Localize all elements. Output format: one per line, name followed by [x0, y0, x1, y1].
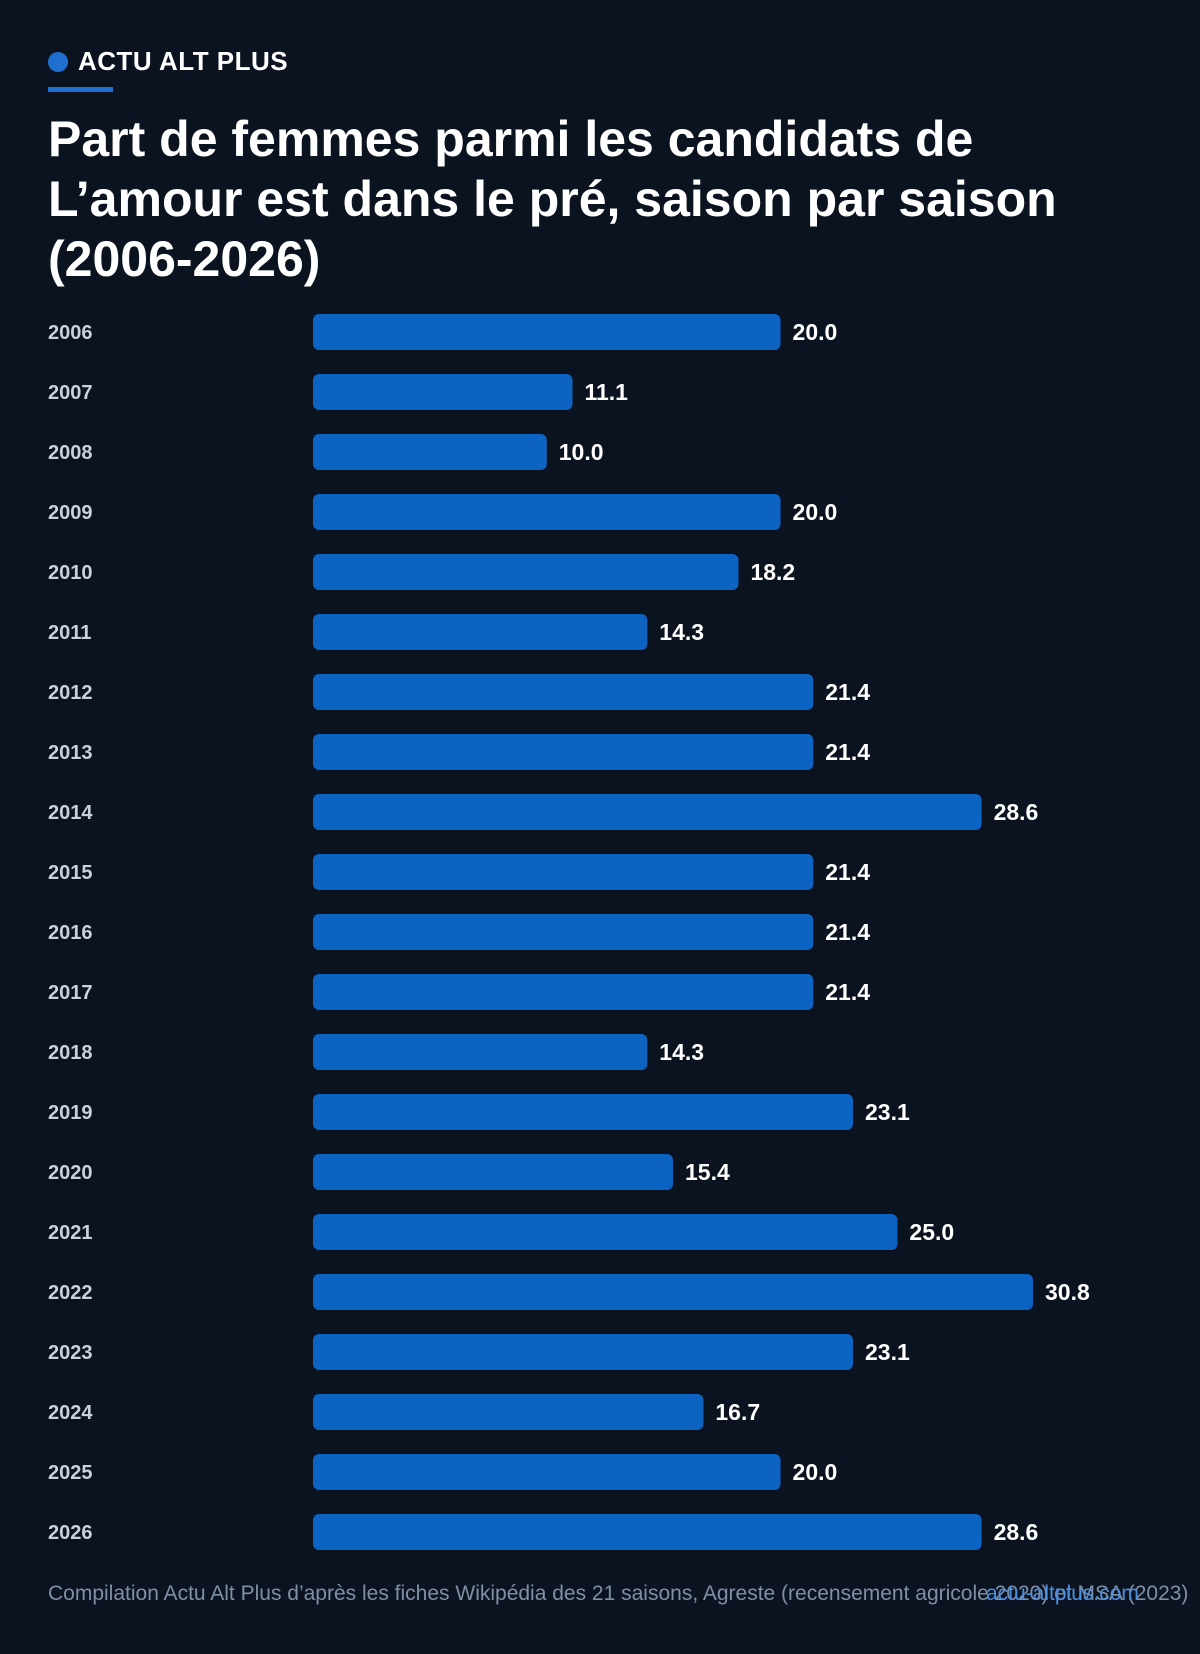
bar-2016 [313, 914, 814, 950]
value-label: 20.0 [793, 499, 838, 525]
value-label: 18.2 [750, 559, 795, 585]
bar-2017 [313, 974, 814, 1010]
bar-2012 [313, 674, 814, 710]
category-label: 2012 [48, 682, 93, 704]
category-label: 2011 [48, 622, 91, 644]
bar-2022 [313, 1274, 1033, 1310]
bar-chart: 2006 20.0 2007 11.1 2008 10.0 2009 20.0 2010 18.2… [48, 314, 1090, 1550]
bar-2010 [313, 554, 739, 590]
brand-underline [48, 87, 113, 92]
value-label: 20.0 [793, 1459, 838, 1485]
category-label: 2018 [48, 1042, 93, 1064]
brand: ACTU ALT PLUS [48, 46, 288, 77]
bar-2025 [313, 1454, 781, 1490]
bar-2009 [313, 494, 781, 530]
category-label: 2019 [48, 1102, 93, 1124]
bar-2024 [313, 1394, 704, 1430]
category-label: 2009 [48, 502, 93, 524]
category-label: 2017 [48, 982, 93, 1004]
value-label: 21.4 [825, 739, 870, 765]
bar-2007 [313, 374, 573, 410]
chart-title: Part de femmes parmi les candidats de L’… [48, 111, 1057, 287]
footer: Compilation Actu Alt Plus d’après les fi… [48, 1582, 1200, 1612]
value-label: 16.7 [715, 1399, 760, 1425]
bar-2020 [313, 1154, 673, 1190]
category-label: 2020 [48, 1162, 93, 1184]
value-label: 23.1 [865, 1339, 910, 1365]
brand-dot-icon [48, 51, 68, 72]
value-label: 21.4 [825, 859, 870, 885]
category-label: 2023 [48, 1342, 93, 1364]
value-label: 23.1 [865, 1099, 910, 1125]
bar-2019 [313, 1094, 853, 1130]
value-label: 21.4 [825, 979, 870, 1005]
category-label: 2022 [48, 1282, 93, 1304]
bar-2008 [313, 434, 547, 470]
bar-2023 [313, 1334, 853, 1370]
bar-2018 [313, 1034, 648, 1070]
category-label: 2010 [48, 562, 93, 584]
category-label: 2015 [48, 862, 93, 884]
value-label: 14.3 [659, 619, 704, 645]
value-label: 28.6 [994, 799, 1039, 825]
value-label: 30.8 [1045, 1279, 1090, 1305]
bar-2013 [313, 734, 814, 770]
value-label: 21.4 [825, 679, 870, 705]
category-label: 2013 [48, 742, 93, 764]
bar-2011 [313, 614, 648, 650]
bar-2021 [313, 1214, 898, 1250]
category-label: 2021 [48, 1222, 93, 1244]
bar-2014 [313, 794, 982, 830]
category-label: 2007 [48, 382, 93, 404]
value-label: 21.4 [825, 919, 870, 945]
category-label: 2008 [48, 442, 93, 464]
bar-2026 [313, 1514, 982, 1550]
category-label: 2026 [48, 1522, 93, 1544]
source-note: Compilation Actu Alt Plus d’après les fi… [48, 1582, 1189, 1605]
value-label: 25.0 [909, 1219, 954, 1245]
category-label: 2025 [48, 1462, 93, 1484]
value-label: 28.6 [994, 1519, 1039, 1545]
value-label: 20.0 [793, 319, 838, 345]
category-label: 2014 [48, 802, 93, 824]
brand-name: ACTU ALT PLUS [78, 46, 289, 76]
bar-2006 [313, 314, 781, 350]
value-label: 10.0 [559, 439, 604, 465]
site-link[interactable]: actu-altplus.com [986, 1582, 1139, 1605]
category-label: 2024 [48, 1402, 93, 1424]
category-label: 2016 [48, 922, 93, 944]
value-label: 14.3 [659, 1039, 704, 1065]
value-label: 15.4 [685, 1159, 730, 1185]
value-label: 11.1 [584, 379, 628, 405]
category-label: 2006 [48, 322, 93, 344]
bar-2015 [313, 854, 814, 890]
